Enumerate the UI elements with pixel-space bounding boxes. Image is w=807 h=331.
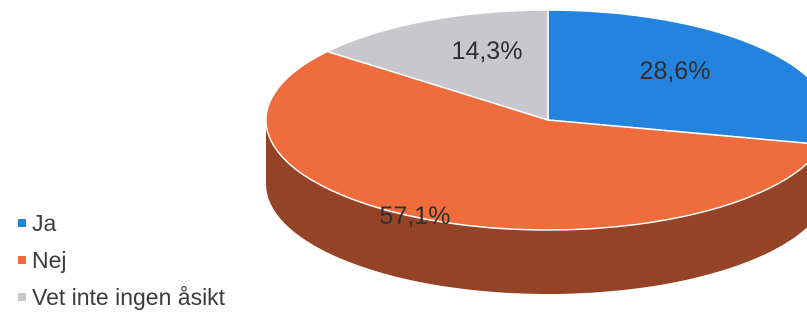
legend-label-vet-inte: Vet inte ingen åsikt [32,283,226,310]
legend-item-ja: Ja [18,208,225,238]
pie-slice-nej [265,50,807,231]
legend-label-nej: Nej [32,246,67,273]
legend-label-ja: Ja [32,209,57,236]
legend-swatch-ja [18,219,26,227]
data-label-vet-inte: 14,3% [452,37,523,65]
data-label-ja: 28,6% [640,57,711,85]
pie-slice-vet-inte [325,9,549,122]
legend-item-nej: Nej [18,245,225,275]
legend-swatch-vet-inte [18,293,26,301]
legend-item-vet-inte: Vet inte ingen åsikt [18,282,225,312]
data-label-nej: 57,1% [380,202,451,230]
pie-side-nej [266,120,807,294]
pie-slice-ja [547,9,807,145]
legend: Ja Nej Vet inte ingen åsikt [18,208,225,312]
legend-swatch-nej [18,256,26,264]
